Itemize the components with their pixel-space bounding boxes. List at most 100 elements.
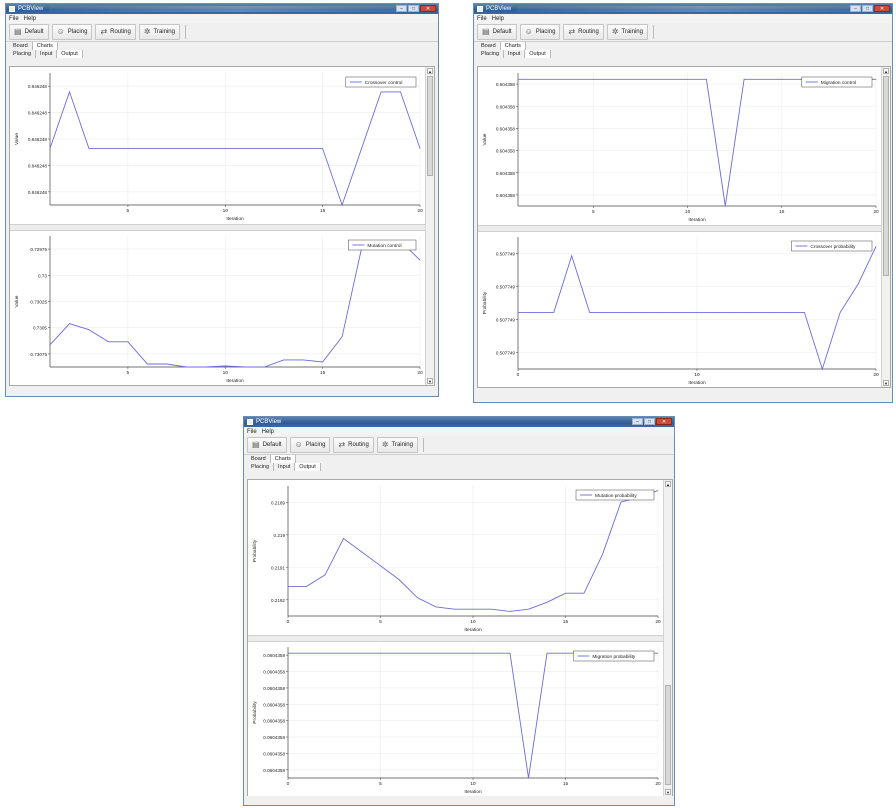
tab-charts[interactable]: Charts xyxy=(270,455,296,463)
routing-button[interactable]: ⇄ Routing xyxy=(563,24,604,40)
minimize-button[interactable]: – xyxy=(850,5,861,12)
y-tick-label: 0.0604358 xyxy=(263,735,285,740)
data-point xyxy=(593,79,594,80)
scroll-up-arrow[interactable]: ▲ xyxy=(427,68,433,74)
data-point xyxy=(88,329,90,331)
vertical-scrollbar[interactable]: ▲ ▼ xyxy=(425,67,434,385)
maximize-button[interactable]: □ xyxy=(862,5,873,12)
window-title: PCBView xyxy=(256,419,282,425)
placing-button[interactable]: ☺ Placing xyxy=(519,24,561,40)
routing-button[interactable]: ⇄ Routing xyxy=(333,437,374,453)
data-point xyxy=(306,586,307,587)
menu-file[interactable]: File xyxy=(9,15,19,22)
x-tick-label: 15 xyxy=(779,209,785,215)
tab-charts[interactable]: Charts xyxy=(32,42,58,50)
x-tick-label: 5 xyxy=(127,370,130,376)
window-title: PCBView xyxy=(18,6,44,12)
legend-box xyxy=(345,76,417,88)
x-tick-label: 20 xyxy=(655,619,661,625)
minimize-button[interactable]: – xyxy=(396,5,407,12)
menu-help[interactable]: Help xyxy=(23,15,37,22)
close-button[interactable]: ✕ xyxy=(656,418,672,425)
routing-icon: ⇄ xyxy=(568,27,576,36)
default-button[interactable]: ▤ Default xyxy=(477,24,517,40)
data-point xyxy=(509,611,511,612)
tab-output[interactable]: Output xyxy=(295,463,321,471)
tab-board[interactable]: Board xyxy=(9,42,33,50)
chart-scroll-area: 0.846248 0.846248 0.846248 0.846248 0.846248… xyxy=(9,66,435,386)
tab-charts[interactable]: Charts xyxy=(500,42,526,50)
menu-help[interactable]: Help xyxy=(261,428,275,435)
scroll-down-arrow[interactable]: ▼ xyxy=(883,380,889,386)
placing-button[interactable]: ☺ Placing xyxy=(289,437,331,453)
crossover-control-chart: 0.846248 0.846248 0.846248 0.846248 0.846248… xyxy=(14,73,423,222)
data-point xyxy=(419,148,421,149)
close-button[interactable]: ✕ xyxy=(874,5,890,12)
scroll-up-arrow[interactable]: ▲ xyxy=(883,68,889,74)
legend-box xyxy=(791,240,873,252)
training-button[interactable]: ✲ Training xyxy=(138,24,180,40)
data-point xyxy=(244,148,246,149)
x-tick-label: 5 xyxy=(379,619,382,625)
tab-placing[interactable]: Placing xyxy=(477,50,505,58)
maximize-button[interactable]: □ xyxy=(408,5,419,12)
title-bar[interactable]: PCBView – □ ✕ xyxy=(6,4,438,14)
training-label: Training xyxy=(391,442,413,448)
vertical-scrollbar[interactable]: ▲ ▼ xyxy=(881,67,890,387)
crossover-probability-chart: 0.507749 0.507749 0.507749 0.507749 0 10 20 Ite… xyxy=(482,237,879,386)
data-point xyxy=(454,652,455,654)
tab-placing[interactable]: Placing xyxy=(9,50,37,58)
default-button[interactable]: ▤ Default xyxy=(247,437,287,453)
title-bar[interactable]: PCBView – □ ✕ xyxy=(244,417,674,427)
app-icon xyxy=(477,6,483,12)
training-button[interactable]: ✲ Training xyxy=(606,24,648,40)
scroll-thumb[interactable] xyxy=(883,76,889,276)
tab-output[interactable]: Output xyxy=(57,50,83,58)
default-button[interactable]: ▤ Default xyxy=(9,24,49,40)
tab-input[interactable]: Input xyxy=(36,50,58,58)
data-point xyxy=(398,652,400,654)
data-point xyxy=(696,312,698,313)
legend-label: Migration control xyxy=(821,80,856,86)
y-axis-label: Probability xyxy=(252,539,258,562)
series-line xyxy=(49,240,421,368)
title-bar[interactable]: PCBView – □ ✕ xyxy=(474,4,892,14)
y-tick-label: 0.604358 xyxy=(496,193,516,198)
document-icon: ▤ xyxy=(482,27,490,36)
data-point xyxy=(800,79,801,80)
data-point xyxy=(553,312,555,313)
routing-button[interactable]: ⇄ Routing xyxy=(95,24,136,40)
tab-input[interactable]: Input xyxy=(504,50,526,58)
scroll-down-arrow[interactable]: ▼ xyxy=(665,789,671,795)
tab-placing[interactable]: Placing xyxy=(247,463,275,471)
y-tick-label: 0.507749 xyxy=(496,285,516,290)
tab-output[interactable]: Output xyxy=(525,50,551,58)
minimize-button[interactable]: – xyxy=(632,418,643,425)
scroll-down-arrow[interactable]: ▼ xyxy=(427,378,433,384)
placing-button[interactable]: ☺ Placing xyxy=(51,24,93,40)
data-point xyxy=(786,312,787,313)
tab-board[interactable]: Board xyxy=(247,455,271,463)
scroll-up-arrow[interactable]: ▲ xyxy=(665,481,671,487)
menu-help[interactable]: Help xyxy=(491,15,505,22)
training-button[interactable]: ✲ Training xyxy=(376,437,418,453)
data-point xyxy=(224,365,226,367)
menu-file[interactable]: File xyxy=(477,15,487,22)
y-axis-label: Probability xyxy=(482,291,488,314)
vertical-scrollbar[interactable]: ▲ ▼ xyxy=(663,480,672,796)
data-point xyxy=(341,204,343,206)
x-axis-label: Iteration xyxy=(688,380,706,386)
data-point xyxy=(108,341,109,343)
tab-input[interactable]: Input xyxy=(274,463,296,471)
maximize-button[interactable]: □ xyxy=(644,418,655,425)
scroll-thumb[interactable] xyxy=(665,685,671,785)
data-point xyxy=(283,359,284,361)
close-button[interactable]: ✕ xyxy=(420,5,436,12)
scroll-thumb[interactable] xyxy=(427,76,433,176)
data-point xyxy=(244,366,246,368)
menu-file[interactable]: File xyxy=(247,428,257,435)
main-tabs: Board Charts xyxy=(6,42,438,50)
y-tick-label: 0.73025 xyxy=(30,300,47,305)
document-icon: ▤ xyxy=(14,27,22,36)
tab-board[interactable]: Board xyxy=(477,42,501,50)
